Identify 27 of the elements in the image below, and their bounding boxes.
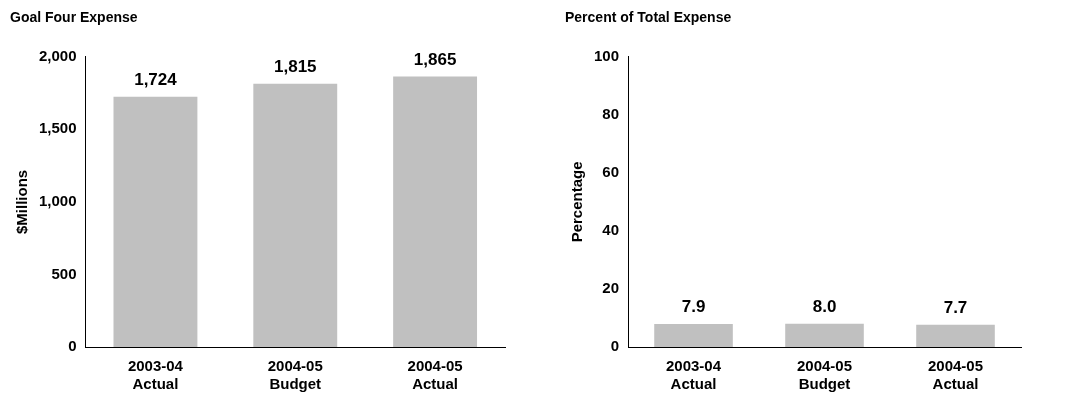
y-tick-label: 80	[602, 104, 620, 122]
x-tick-label: 2004-05 Budget	[796, 357, 853, 393]
y-tick-label: 500	[51, 264, 77, 282]
x-tick-label: 2003-04 Actual	[665, 357, 722, 393]
x-tick-label: 2004-05 Actual	[927, 357, 984, 393]
data-label: 1,865	[413, 49, 457, 69]
x-tick-label: 2003-04 Actual	[127, 357, 184, 393]
chart-title: Percent of Total Expense	[565, 9, 732, 26]
y-axis-title: $Millions	[13, 169, 31, 234]
y-tick-label: 1,500	[38, 119, 77, 137]
y-tick-label: 1,000	[38, 192, 77, 210]
y-tick-label: 60	[602, 163, 620, 181]
y-tick-label: 2,000	[38, 46, 77, 64]
y-tick-label: 100	[594, 46, 620, 64]
data-label: 8.0	[812, 296, 837, 316]
y-tick-label: 0	[610, 337, 620, 355]
y-tick-label: 0	[68, 337, 77, 355]
y-axis-title: Percentage	[568, 161, 586, 243]
y-tick-label: 20	[602, 279, 620, 297]
data-label: 1,724	[134, 70, 178, 90]
chart-title: Goal Four Expense	[10, 9, 138, 26]
data-label: 7.7	[943, 297, 968, 317]
data-label: 1,815	[273, 56, 317, 76]
y-tick-label: 40	[602, 221, 620, 239]
x-tick-label: 2004-05 Budget	[267, 357, 323, 393]
data-label: 7.9	[681, 297, 706, 317]
x-tick-label: 2004-05 Actual	[407, 357, 463, 393]
